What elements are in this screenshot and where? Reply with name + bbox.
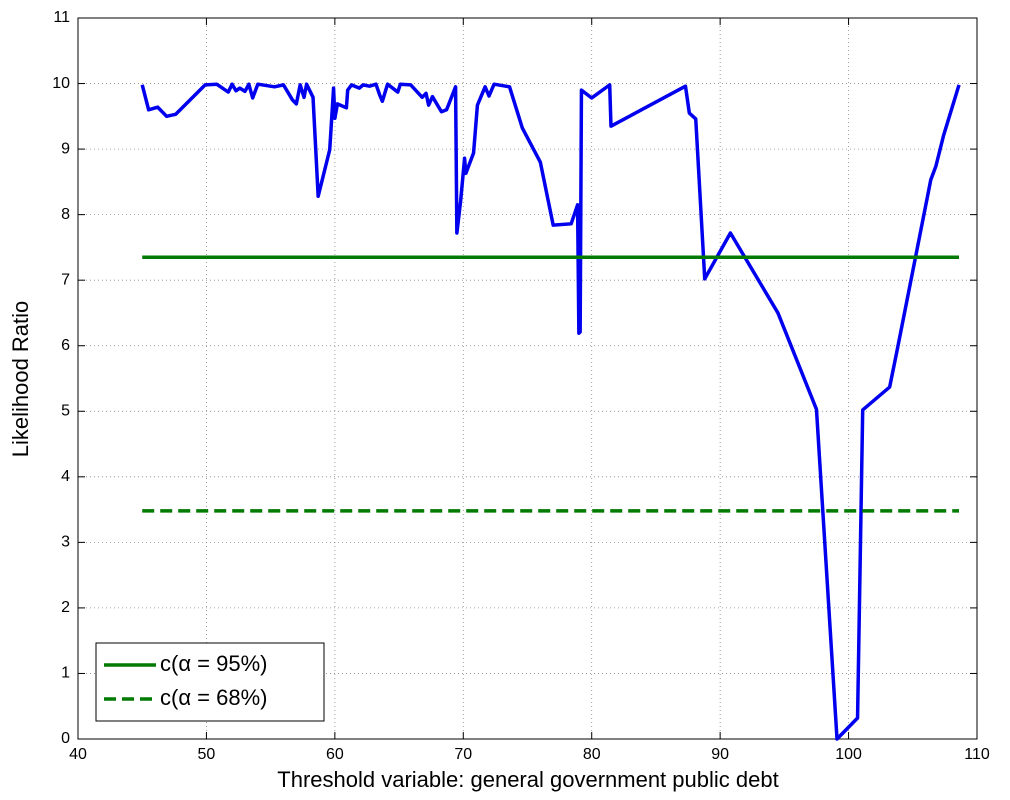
x-tick-label: 70 [454, 746, 472, 763]
y-tick-label: 8 [61, 206, 70, 223]
legend-box [95, 642, 325, 722]
x-tick-label: 60 [326, 746, 344, 763]
y-tick-label: 10 [52, 75, 70, 92]
x-tick-label: 110 [964, 746, 990, 763]
x-tick-label: 90 [711, 746, 729, 763]
x-axis-label: Threshold variable: general government p… [277, 767, 778, 792]
y-tick-label: 6 [61, 337, 70, 354]
y-axis-label: Likelihood Ratio [8, 301, 33, 458]
y-tick-label: 9 [61, 140, 70, 157]
legend-label: c(α = 95%) [160, 651, 267, 676]
x-tick-label: 100 [835, 746, 862, 763]
y-tick-label: 7 [61, 271, 70, 288]
x-tick-label: 50 [198, 746, 216, 763]
plot-frame [77, 17, 978, 740]
y-tick-label: 1 [61, 665, 70, 682]
y-tick-label: 5 [61, 402, 70, 419]
line-series [140, 82, 961, 741]
y-tick-label: 2 [61, 599, 70, 616]
y-tick-label: 3 [61, 534, 70, 551]
y-tick-label: 11 [53, 9, 70, 26]
legend-label: c(α = 68%) [160, 685, 267, 710]
x-tick-label: 40 [69, 746, 87, 763]
x-tick-label: 80 [583, 746, 601, 763]
y-tick-label: 4 [61, 468, 70, 485]
y-tick-label: 0 [61, 730, 70, 747]
